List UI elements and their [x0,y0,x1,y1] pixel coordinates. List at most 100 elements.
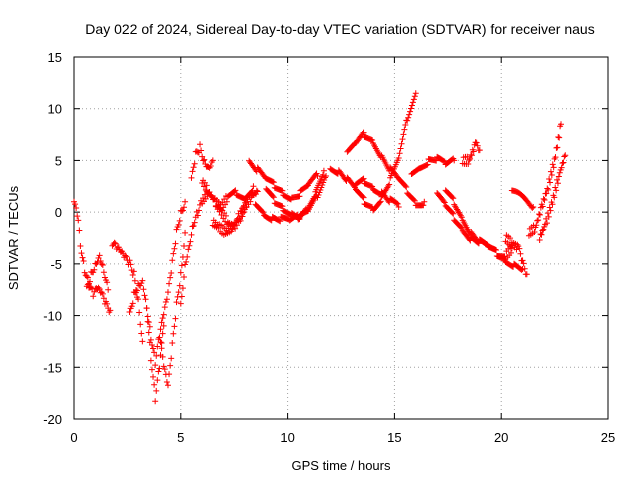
data-point [206,188,213,195]
data-point [259,208,266,215]
data-point [167,274,174,281]
data-point [405,114,412,121]
series-sat-w [536,152,569,243]
series-sat-t [442,187,526,273]
data-point [296,193,303,200]
data-point [360,194,367,201]
y-tick-label: 10 [48,102,62,117]
data-point [269,193,276,200]
data-point [175,289,182,296]
data-point [183,258,190,265]
data-point [360,175,367,182]
data-point [181,204,188,211]
data-point [558,164,565,171]
data-point [552,154,559,161]
data-point [144,318,151,325]
data-point [177,269,184,276]
data-point [529,204,536,211]
data-point [178,293,185,300]
data-point [175,221,182,228]
data-point [105,286,112,293]
data-point [360,129,367,136]
data-point [191,160,198,167]
data-point [377,198,384,205]
data-point [134,287,141,294]
data-point [145,319,152,326]
y-tick-label: -20 [43,412,62,427]
data-point [457,224,464,231]
data-point [359,176,366,183]
data-point [440,198,447,205]
data-point [270,179,277,186]
data-point [179,207,186,214]
data-point [223,198,230,205]
data-point [100,295,107,302]
data-point [386,199,393,206]
data-point [240,209,247,216]
y-tick-label: 5 [55,153,62,168]
data-point [150,345,157,352]
data-point [167,362,174,369]
data-point [296,216,303,223]
axis-ticks: 0 5 10 15 20 25 15 10 5 0 -5 -10 -15 -20 [43,50,615,445]
data-point [115,244,122,251]
data-point [104,300,111,307]
data-point [154,377,161,384]
data-point [87,278,94,285]
data-point [104,279,111,286]
data-point [78,250,85,257]
data-point [449,194,456,201]
data-point [403,183,410,190]
data-point [531,229,538,236]
data-point [507,249,514,256]
data-point [129,271,136,278]
data-point [520,260,527,267]
data-point [386,181,393,188]
data-point [128,303,135,310]
data-points [71,90,569,405]
data-point [539,227,546,234]
series-sat-m [263,172,330,223]
data-point [195,207,202,214]
series-sat-e [143,198,189,369]
data-point [177,300,184,307]
data-point [546,175,553,182]
series-sat-h [188,141,216,181]
data-point [140,286,147,293]
data-point [451,157,458,164]
data-point [155,368,162,375]
data-point [123,253,130,260]
series-sat-j [209,187,261,238]
data-point [233,217,240,224]
data-point [237,217,244,224]
data-point [151,349,158,356]
data-point [198,147,205,154]
data-point [188,174,195,181]
data-point [408,105,415,112]
data-point [536,211,543,218]
series-sat-c [109,239,146,345]
data-point [556,169,563,176]
data-point [178,262,185,269]
data-point [148,342,155,349]
data-point [156,365,163,372]
data-point [440,158,447,165]
data-point [107,307,114,314]
y-tick-label: -10 [43,309,62,324]
data-point [184,253,191,260]
data-point [158,340,165,347]
data-point [222,212,229,219]
data-point [186,242,193,249]
data-point [540,195,547,202]
data-point [400,131,407,138]
data-point [395,203,402,210]
data-point [543,190,550,197]
series-sat-k [246,157,321,203]
series-sat-n [327,90,419,214]
data-point [241,209,248,216]
data-point [421,198,428,205]
data-point [96,286,103,293]
data-point [215,225,222,232]
data-point [545,186,552,193]
data-point [232,187,239,194]
